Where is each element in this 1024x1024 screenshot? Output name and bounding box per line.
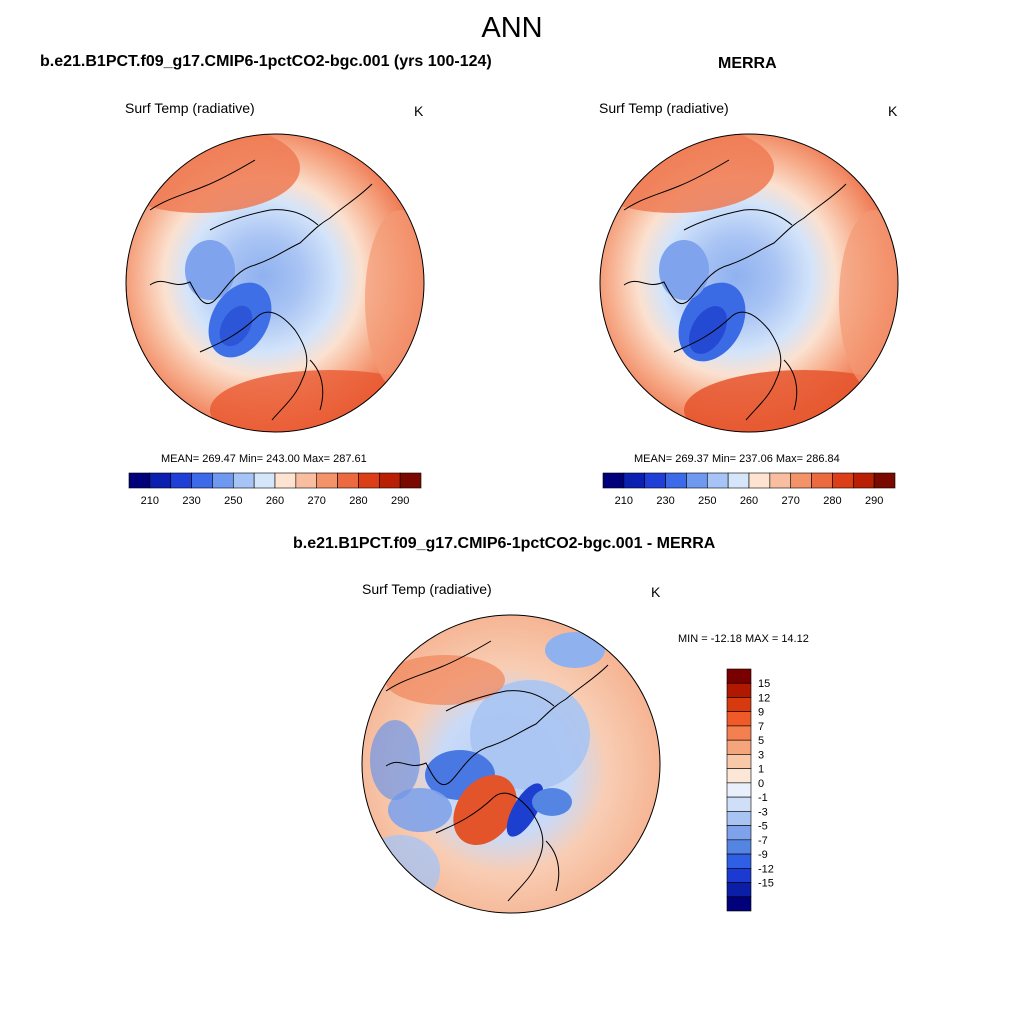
colorbar-box — [726, 796, 752, 812]
colorbar-tick-label: 0 — [758, 778, 764, 790]
colorbar-box — [602, 472, 625, 489]
colorbar-box — [686, 472, 708, 489]
colorbar-box — [358, 472, 380, 489]
colorbar-tick-label: 250 — [224, 495, 242, 507]
colorbar-tick-label: 280 — [349, 495, 367, 507]
colorbar-tick-label: -5 — [758, 821, 768, 833]
colorbar-box — [378, 472, 401, 489]
colorbar-box — [726, 739, 752, 755]
colorbar-tick-label: 9 — [758, 707, 764, 719]
colorbar-tick-label: 260 — [740, 495, 758, 507]
panel-1-stats: MEAN= 269.47 Min= 243.00 Max= 287.61 — [161, 453, 367, 465]
panel-1-colorbar-boxes — [128, 472, 422, 489]
colorbar-box — [726, 668, 752, 684]
colorbar-tick-label: 1 — [758, 764, 764, 776]
panel-3-stats: MIN = -12.18 MAX = 14.12 — [678, 633, 809, 645]
colorbar-box — [769, 472, 792, 489]
colorbar-box — [726, 725, 752, 741]
colorbar-box — [665, 472, 687, 489]
panel-2-colorbar-boxes — [602, 472, 896, 489]
panel-2-units-label: K — [888, 103, 898, 119]
colorbar-box — [726, 867, 752, 883]
colorbar-tick-label: 15 — [758, 678, 770, 690]
colorbar-box — [274, 472, 297, 489]
colorbar-box — [212, 472, 234, 489]
colorbar-tick-label: 230 — [656, 495, 674, 507]
colorbar-tick-label: -12 — [758, 863, 774, 875]
panel-3-colorbar-labels: 15 12 9 7 5 3 1 0 -1 -3 -5 -7 -9 -12 -15 — [758, 678, 774, 889]
panel-3-colorbar-boxes — [726, 668, 752, 912]
panel-2-map — [599, 133, 899, 433]
colorbar-box — [316, 472, 338, 489]
panel-2-colorbar: 210230250260270280290300 — [602, 472, 896, 507]
figure-title: ANN — [481, 12, 543, 44]
panel-3-colorbar: 15 12 9 7 5 3 1 0 -1 -3 -5 -7 -9 -12 -15 — [726, 668, 774, 912]
colorbar-box — [726, 711, 752, 727]
panel-3-title: b.e21.B1PCT.f09_g17.CMIP6-1pctCO2-bgc.00… — [293, 535, 716, 552]
colorbar-tick-label: -15 — [758, 878, 774, 890]
colorbar-box — [623, 472, 646, 489]
panel-2-title: MERRA — [718, 55, 777, 72]
colorbar-tick-label: 7 — [758, 721, 764, 733]
colorbar-tick-label: 230 — [182, 495, 200, 507]
panel-2-stats: MEAN= 269.37 Min= 237.06 Max= 286.84 — [634, 453, 840, 465]
colorbar-box — [726, 811, 752, 826]
colorbar-box — [726, 825, 752, 841]
panel-1-units-label: K — [414, 103, 424, 119]
colorbar-tick-label: 210 — [615, 495, 633, 507]
colorbar-box — [852, 472, 875, 489]
panel-1-colorbar-labels: 210230250260270280290300 — [141, 495, 410, 507]
colorbar-tick-label: 3 — [758, 749, 764, 761]
colorbar-tick-label: -7 — [758, 835, 768, 847]
colorbar-box — [644, 472, 666, 489]
colorbar-tick-label: 280 — [823, 495, 841, 507]
colorbar-box — [811, 472, 833, 489]
colorbar-box — [149, 472, 172, 489]
colorbar-tick-label: 290 — [391, 495, 409, 507]
colorbar-box — [748, 472, 771, 489]
colorbar-box — [726, 754, 752, 769]
colorbar-box — [726, 896, 752, 912]
colorbar-tick-label: -1 — [758, 792, 768, 804]
panel-1-title: b.e21.B1PCT.f09_g17.CMIP6-1pctCO2-bgc.00… — [40, 53, 492, 70]
colorbar-tick-label: 260 — [266, 495, 284, 507]
panel-3-variable-label: Surf Temp (radiative) — [362, 581, 492, 597]
colorbar-tick-label: 5 — [758, 735, 764, 747]
panel-2-colorbar-labels: 210230250260270280290300 — [615, 495, 884, 507]
colorbar-tick-label: 290 — [865, 495, 883, 507]
colorbar-box — [128, 472, 151, 489]
colorbar-box — [399, 472, 422, 489]
panel-1-map — [125, 133, 425, 433]
colorbar-box — [726, 882, 752, 898]
colorbar-tick-label: 12 — [758, 692, 770, 704]
colorbar-box — [706, 472, 729, 489]
panel-3-units-label: K — [651, 584, 661, 600]
colorbar-box — [726, 839, 752, 855]
colorbar-box — [873, 472, 896, 489]
colorbar-box — [790, 472, 812, 489]
panel-2-variable-label: Surf Temp (radiative) — [599, 100, 729, 116]
colorbar-box — [726, 768, 752, 784]
colorbar-box — [191, 472, 213, 489]
colorbar-box — [726, 682, 752, 698]
colorbar-box — [232, 472, 255, 489]
colorbar-tick-label: -3 — [758, 806, 768, 818]
colorbar-box — [253, 472, 276, 489]
colorbar-box — [727, 472, 750, 489]
colorbar-box — [726, 782, 752, 798]
colorbar-tick-label: 210 — [141, 495, 159, 507]
colorbar-tick-label: 250 — [698, 495, 716, 507]
colorbar-tick-label: -9 — [758, 849, 768, 861]
colorbar-box — [726, 853, 752, 869]
colorbar-tick-label: 270 — [308, 495, 326, 507]
colorbar-box — [170, 472, 192, 489]
colorbar-box — [726, 697, 752, 713]
colorbar-box — [337, 472, 359, 489]
colorbar-box — [295, 472, 318, 489]
panel-1-variable-label: Surf Temp (radiative) — [125, 100, 255, 116]
colorbar-tick-label: 270 — [782, 495, 800, 507]
panel-3-map — [361, 614, 661, 914]
colorbar-box — [832, 472, 854, 489]
panel-1-colorbar: 210230250260270280290300 — [128, 472, 422, 507]
